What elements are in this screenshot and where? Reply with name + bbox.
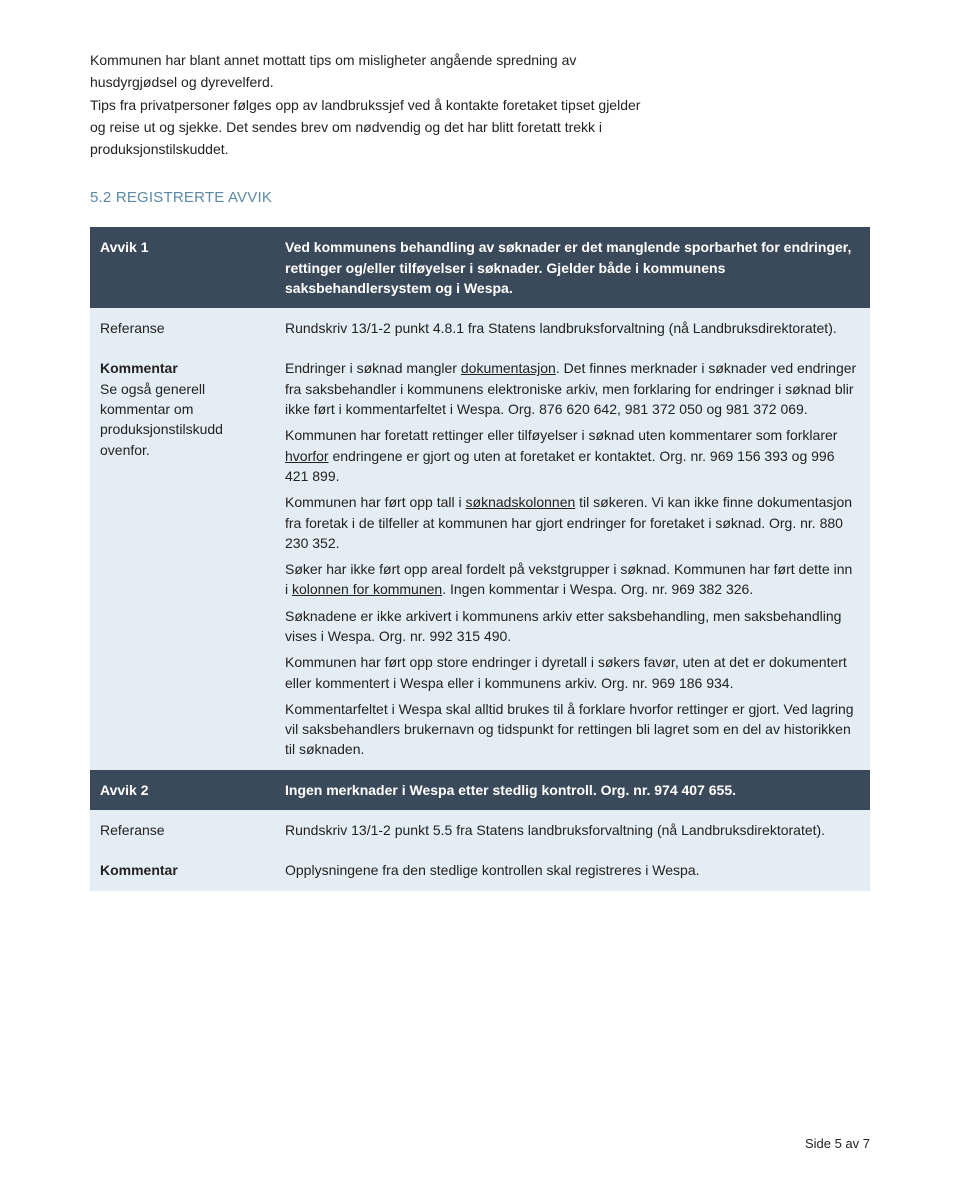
row-label: Avvik 1 [90, 227, 275, 308]
row-label: KommentarSe også generell kommentar om p… [90, 348, 275, 769]
row-content: Endringer i søknad mangler dokumentasjon… [275, 348, 870, 769]
table-row: KommentarSe også generell kommentar om p… [90, 348, 870, 769]
table-row: KommentarOpplysningene fra den stedlige … [90, 850, 870, 890]
table-row: Avvik 2Ingen merknader i Wespa etter ste… [90, 770, 870, 810]
table-row: ReferanseRundskriv 13/1-2 punkt 4.8.1 fr… [90, 308, 870, 348]
row-content: Rundskriv 13/1-2 punkt 4.8.1 fra Statens… [275, 308, 870, 348]
row-content: Ved kommunens behandling av søknader er … [275, 227, 870, 308]
intro-line: husdyrgjødsel og dyrevelferd. [90, 72, 870, 92]
page-footer: Side 5 av 7 [805, 1135, 870, 1154]
intro-line: produksjonstilskuddet. [90, 139, 870, 159]
intro-line: Kommunen har blant annet mottatt tips om… [90, 50, 870, 70]
section-heading: 5.2 REGISTRERTE AVVIK [90, 187, 870, 209]
avvik-table: Avvik 1Ved kommunens behandling av søkna… [90, 227, 870, 890]
table-row: Avvik 1Ved kommunens behandling av søkna… [90, 227, 870, 308]
row-label: Avvik 2 [90, 770, 275, 810]
intro-text: Kommunen har blant annet mottatt tips om… [90, 50, 870, 159]
row-content: Ingen merknader i Wespa etter stedlig ko… [275, 770, 870, 810]
row-label: Referanse [90, 810, 275, 850]
row-content: Opplysningene fra den stedlige kontrolle… [275, 850, 870, 890]
intro-line: og reise ut og sjekke. Det sendes brev o… [90, 117, 870, 137]
row-label: Referanse [90, 308, 275, 348]
row-content: Rundskriv 13/1-2 punkt 5.5 fra Statens l… [275, 810, 870, 850]
row-label: Kommentar [90, 850, 275, 890]
intro-line: Tips fra privatpersoner følges opp av la… [90, 95, 870, 115]
table-row: ReferanseRundskriv 13/1-2 punkt 5.5 fra … [90, 810, 870, 850]
